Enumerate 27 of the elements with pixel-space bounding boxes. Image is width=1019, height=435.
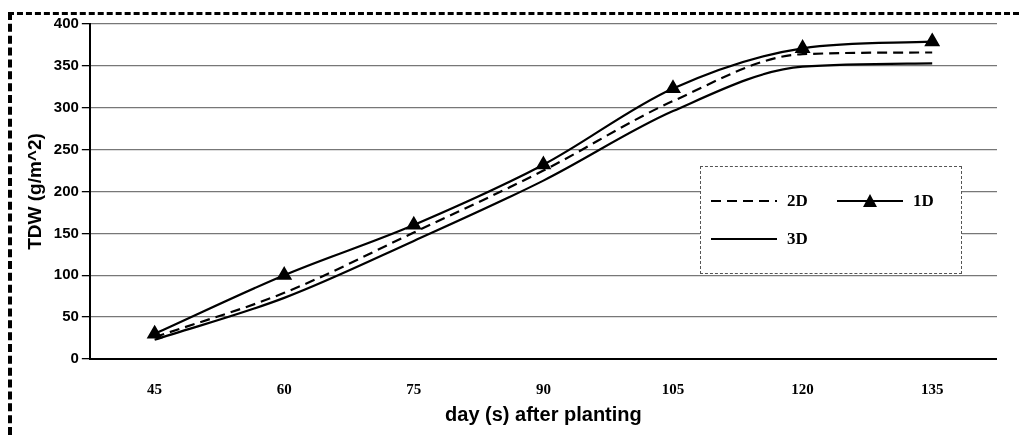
x-tick-label: 135 [920, 380, 944, 397]
point [665, 80, 681, 94]
y-tick-label: 200 [53, 181, 79, 199]
y-tick-label: 400 [53, 14, 79, 32]
legend-label: 3D [787, 229, 808, 249]
y-tick-label: 0 [70, 349, 79, 367]
y-tick-label: 100 [53, 265, 79, 283]
legend-label: 2D [787, 191, 808, 211]
x-tick-label: 120 [791, 380, 814, 397]
x-tick-label: 90 [535, 380, 551, 397]
point [277, 267, 292, 280]
point [925, 33, 940, 47]
legend-label: 1D [913, 191, 934, 211]
y-tick-label: 350 [53, 56, 79, 74]
y-tick-label: 150 [53, 223, 79, 241]
y-tick-label: 50 [62, 307, 79, 325]
x-tick-label: 75 [406, 380, 422, 397]
x-tick-label: 105 [661, 380, 685, 397]
y-axis-title: TDW (g/m^2) [23, 133, 45, 250]
point [795, 40, 810, 53]
x-axis-title: day (s) after planting [445, 402, 642, 425]
x-tick-label: 45 [147, 380, 163, 397]
y-tick-label: 250 [53, 139, 79, 157]
point [536, 156, 551, 170]
y-tick-label: 300 [53, 97, 79, 115]
point [406, 216, 421, 230]
x-tick-label: 60 [276, 380, 292, 397]
